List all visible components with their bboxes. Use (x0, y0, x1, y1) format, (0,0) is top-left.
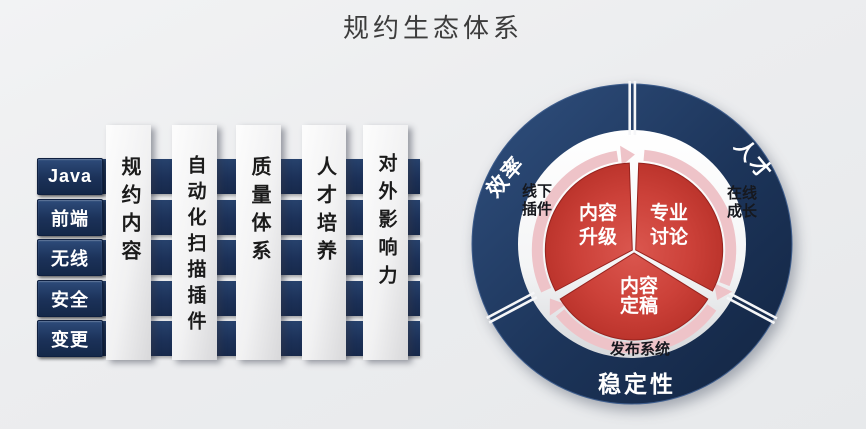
annotation-offline-plugin-line1: 线下 (522, 182, 552, 200)
row-label-frontend: 前端 (37, 199, 103, 236)
wedge-label-discussion-line2: 讨论 (650, 225, 689, 248)
cycle-arrow-arc (531, 150, 619, 293)
cycle-pie (531, 145, 737, 354)
wedge-label-discussion-line1: 专业 (650, 201, 688, 224)
matrix-row-security: 安全 (37, 280, 420, 317)
ecosystem-cycle-diagram: 内容 升级 专业 讨论 内容 定稿 线下 插件 在线 成长 发布系统 效率 人才… (471, 81, 793, 405)
ring-divider-top (628, 81, 637, 135)
matrix-row-java: Java (37, 158, 420, 195)
arrowhead (549, 298, 567, 316)
arrowhead (714, 283, 733, 301)
cycle-arrow-arc (555, 304, 717, 354)
arrowhead (620, 145, 635, 166)
wedge-content-upgrade (531, 145, 635, 293)
cycle-arrow-arc (643, 149, 737, 287)
row-label-java: Java (37, 158, 103, 195)
annotation-offline-plugin-line2: 插件 (522, 200, 552, 218)
page-title: 规约生态体系 (342, 13, 523, 43)
column-label: 对外影响力 (375, 153, 397, 293)
column-auto-scan-plugin: 自动化扫描插件 (172, 125, 217, 360)
annotation-online-growth-line2: 成长 (727, 202, 758, 220)
ring-label-stability: 稳定性 (598, 371, 676, 397)
matrix-row-wireless: 无线 (37, 239, 420, 276)
matrix-row-change: 变更 (37, 320, 420, 357)
specification-matrix: Java 前端 无线 安全 变更 规约内容 自动化扫描插件 质量体系 人才培养 … (37, 125, 420, 360)
matrix-row-frontend: 前端 (37, 199, 420, 236)
column-spec-content: 规约内容 (106, 125, 151, 360)
wedge-professional-discussion (635, 149, 737, 301)
wedge-label-finalize-line2: 定稿 (620, 294, 658, 317)
row-label-wireless: 无线 (37, 239, 103, 276)
annotation-online-growth-line1: 在线 (727, 184, 757, 202)
column-external-influence: 对外影响力 (363, 125, 408, 360)
column-quality-system: 质量体系 (236, 125, 281, 360)
wedge-label-content-upgrade-line1: 内容 (579, 201, 617, 224)
ring-divider-lower-right (726, 291, 778, 325)
row-label-change: 变更 (37, 320, 103, 357)
column-label: 人才培养 (313, 156, 336, 268)
wedge-label-content-upgrade-line2: 升级 (579, 225, 617, 248)
column-label: 质量体系 (248, 156, 270, 268)
column-label: 规约内容 (118, 156, 140, 268)
wedge-label-finalize-line1: 内容 (620, 274, 658, 297)
column-talent-training: 人才培养 (302, 125, 346, 360)
column-label: 自动化扫描插件 (184, 155, 206, 337)
annotation-publish-system: 发布系统 (609, 340, 670, 358)
row-label-security: 安全 (37, 280, 103, 317)
wedge-content-finalize (549, 252, 717, 354)
ring-divider-lower-left (486, 291, 538, 324)
